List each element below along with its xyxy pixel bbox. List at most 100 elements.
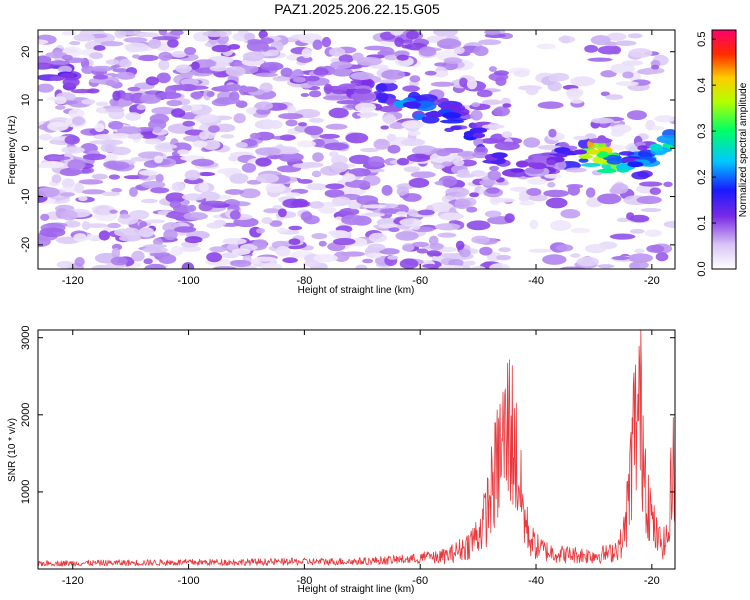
heatmap-cell — [128, 187, 138, 198]
heatmap-cell — [441, 161, 453, 167]
heatmap-cell — [51, 174, 62, 184]
heatmap-cell — [89, 65, 114, 72]
heatmap-cell — [333, 238, 356, 246]
heatmap-cell — [61, 209, 78, 221]
heatmap-cell — [616, 217, 630, 223]
heatmap-cell — [221, 252, 239, 259]
y-tick-label: 1000 — [20, 480, 32, 504]
heatmap-cell — [491, 152, 508, 159]
heatmap-cell — [101, 191, 121, 197]
heatmap-cell — [137, 54, 159, 62]
heatmap-cell — [635, 142, 646, 147]
heatmap-cell — [629, 228, 645, 234]
heatmap-cell — [111, 247, 121, 259]
heatmap-cell — [638, 181, 663, 187]
heatmap-cell — [556, 244, 574, 252]
heatmap-cell — [328, 47, 346, 57]
heatmap-cell — [430, 81, 455, 87]
heatmap-cell — [169, 200, 182, 209]
heatmap-cell — [510, 186, 528, 192]
heatmap-cell — [112, 68, 130, 73]
heatmap-cell — [229, 83, 242, 92]
heatmap-cell — [169, 30, 184, 36]
heatmap-cell — [323, 83, 333, 95]
y-tick-label: -10 — [20, 189, 32, 205]
heatmap-cell — [388, 227, 400, 233]
heatmap-cell — [285, 192, 301, 197]
heatmap-cell — [387, 144, 401, 154]
heatmap-cell — [600, 70, 617, 78]
heatmap-cell — [547, 181, 556, 188]
heatmap-cell — [206, 222, 224, 229]
heatmap-cell — [38, 39, 49, 45]
heatmap-cell — [119, 30, 141, 36]
heatmap-cell — [455, 240, 465, 251]
heatmap-cell — [201, 200, 227, 206]
heatmap-cell — [171, 181, 185, 192]
heatmap-cell — [124, 42, 149, 53]
heatmap-cell — [401, 39, 414, 44]
heatmap-cell — [629, 214, 650, 223]
heatmap-cell — [208, 125, 220, 133]
heatmap-cell — [199, 131, 210, 140]
heatmap-cell — [402, 193, 422, 202]
heatmap-cell — [679, 140, 692, 147]
heatmap-cell — [319, 133, 340, 139]
y-tick-label: -20 — [20, 237, 32, 253]
heatmap-cell — [194, 113, 219, 124]
spectrogram-frame — [37, 29, 676, 270]
heatmap-cell — [121, 92, 135, 101]
heatmap-cell — [114, 228, 132, 237]
heatmap-cell — [205, 59, 215, 69]
heatmap-cell — [466, 206, 478, 213]
x-tick-label: -60 — [412, 575, 428, 587]
heatmap-cell — [378, 105, 403, 113]
heatmap-cell — [528, 248, 553, 253]
heatmap-cell — [345, 132, 369, 144]
heatmap-cell — [356, 112, 379, 117]
heatmap-cell — [59, 192, 75, 197]
heatmap-cell — [313, 68, 329, 76]
heatmap-cell — [107, 222, 121, 229]
heatmap-cell — [353, 88, 372, 94]
heatmap-cell — [565, 88, 584, 98]
heatmap-cell — [627, 33, 643, 39]
heatmap-cell — [292, 163, 309, 168]
heatmap-cell — [157, 143, 178, 150]
heatmap-cell — [89, 140, 109, 145]
heatmap-cell — [39, 227, 66, 238]
heatmap-cell — [523, 137, 541, 148]
heatmap-cell — [181, 262, 195, 269]
heatmap-cell — [256, 173, 280, 184]
heatmap-cell — [504, 213, 515, 223]
heatmap-cell — [610, 63, 635, 74]
heatmap-cell — [127, 133, 144, 140]
heatmap-cell — [48, 60, 70, 66]
heatmap-cell — [153, 126, 162, 133]
colorbar-label: Normalized spectral amplitude — [738, 82, 749, 217]
heatmap-cell — [265, 182, 286, 194]
heatmap-cell — [651, 64, 660, 70]
heatmap-cell — [471, 102, 481, 108]
heatmap-cell — [313, 253, 339, 263]
heatmap-cell — [155, 91, 182, 100]
heatmap-cell — [369, 64, 389, 69]
heatmap-cell — [64, 220, 81, 228]
heatmap-cell — [301, 48, 312, 59]
heatmap-cell — [631, 171, 650, 180]
heatmap-cell — [263, 208, 280, 214]
heatmap-cell — [489, 165, 499, 172]
x-tick-label: -20 — [644, 575, 660, 587]
heatmap-cell — [424, 111, 445, 118]
heatmap-cell — [68, 108, 85, 119]
heatmap-cell — [403, 166, 421, 173]
heatmap-cell — [498, 247, 511, 253]
heatmap-cell — [590, 117, 614, 124]
heatmap-cell — [202, 30, 228, 38]
heatmap-cell — [472, 132, 486, 139]
heatmap-cell — [478, 39, 502, 46]
heatmap-cell — [296, 140, 316, 148]
heatmap-cell — [354, 102, 377, 113]
heatmap-cell — [81, 221, 91, 231]
